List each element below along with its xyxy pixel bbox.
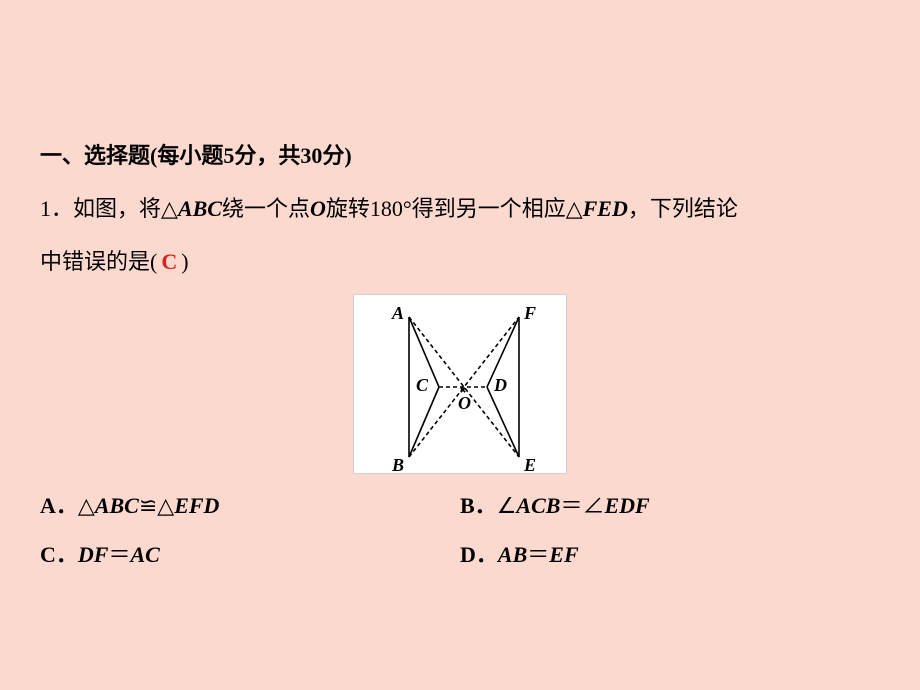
q-pointO: O xyxy=(310,196,326,221)
opt-a-tri1: △ xyxy=(78,493,95,518)
geometry-figure: A B C O D E F xyxy=(353,294,567,474)
opt-b-s2: EDF xyxy=(604,493,649,518)
svg-text:F: F xyxy=(523,303,536,323)
q-line2-prefix: 中错误的是( xyxy=(40,249,157,274)
q-mid2: 旋转180°得到另一个相应 xyxy=(326,196,566,221)
q-prefix: 如图，将 xyxy=(73,196,161,221)
svg-text:E: E xyxy=(523,455,536,475)
svg-text:O: O xyxy=(458,393,471,413)
opt-d-s2: EF xyxy=(549,542,578,567)
opt-d-s1: AB xyxy=(498,542,527,567)
q-tri1: ABC xyxy=(178,196,222,221)
opt-c-s2: AC xyxy=(130,542,159,567)
option-a-label: A． xyxy=(40,493,78,518)
svg-text:C: C xyxy=(416,375,429,395)
q-line2-suffix: ) xyxy=(181,249,188,274)
opt-b-s1: ACB xyxy=(516,493,560,518)
option-c-label: C． xyxy=(40,542,78,567)
opt-b-ang2: ∠ xyxy=(582,493,604,518)
question-line-1: 1．如图，将△ABC绕一个点O旋转180°得到另一个相应△FED，下列结论 xyxy=(40,183,880,236)
option-d: D．AB＝EF xyxy=(460,531,880,579)
svg-text:B: B xyxy=(391,455,404,475)
opt-a-mid: ≌ xyxy=(139,493,157,518)
opt-c-mid: ＝ xyxy=(108,542,130,567)
opt-b-mid: ＝ xyxy=(560,493,582,518)
section-header: 一、选择题(每小题5分，共30分) xyxy=(40,130,880,183)
q-mid1: 绕一个点 xyxy=(222,196,310,221)
option-a: A．△ABC≌△EFD xyxy=(40,482,460,530)
figure-svg: A B C O D E F xyxy=(354,295,568,475)
opt-c-s1: DF xyxy=(78,542,109,567)
q-tri1-sym: △ xyxy=(161,196,178,221)
opt-d-mid: ＝ xyxy=(527,542,549,567)
opt-a-tri2: △ xyxy=(157,493,174,518)
svg-text:A: A xyxy=(391,303,404,323)
option-b-label: B． xyxy=(460,493,497,518)
opt-a-s1: ABC xyxy=(95,493,139,518)
opt-b-ang1: ∠ xyxy=(497,493,517,518)
option-d-label: D． xyxy=(460,542,498,567)
options-grid: A．△ABC≌△EFD B．∠ACB＝∠EDF C．DF＝AC D．AB＝EF xyxy=(40,482,880,579)
figure-container: A B C O D E F xyxy=(40,294,880,474)
question-line-2: 中错误的是(C) xyxy=(40,236,880,289)
option-c: C．DF＝AC xyxy=(40,531,460,579)
svg-text:D: D xyxy=(493,375,507,395)
option-b: B．∠ACB＝∠EDF xyxy=(460,482,880,530)
q-mid3: ，下列结论 xyxy=(628,196,738,221)
q-tri2-sym: △ xyxy=(566,196,583,221)
opt-a-s2: EFD xyxy=(174,493,219,518)
q-tri2: FED xyxy=(583,196,628,221)
question-number: 1． xyxy=(40,196,73,221)
answer-letter: C xyxy=(161,249,177,274)
